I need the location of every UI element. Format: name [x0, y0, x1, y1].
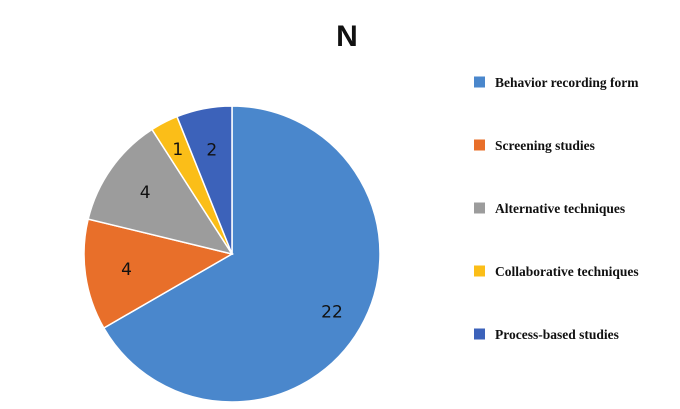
pie-data-labels: 22 4 4 1 2	[121, 140, 343, 323]
pie-slice-behavior-recording-form	[102, 105, 381, 403]
legend: Behavior recording form Screening studies…	[474, 75, 639, 342]
legend-label: Alternative techniques	[495, 201, 625, 216]
data-label-behavior-recording-form: 22	[321, 303, 343, 323]
data-label-screening-studies: 4	[121, 260, 132, 280]
legend-swatch	[474, 265, 485, 277]
chart-title: N	[336, 20, 358, 53]
legend-swatch	[474, 139, 485, 151]
pie-slices	[83, 105, 381, 403]
legend-item-alternative-techniques: Alternative techniques	[474, 201, 625, 216]
legend-label: Behavior recording form	[495, 75, 639, 90]
pie-slice-screening-studies	[83, 218, 234, 330]
data-label-alternative-techniques: 4	[140, 183, 151, 203]
legend-label: Collaborative techniques	[495, 264, 639, 279]
legend-swatch	[474, 202, 485, 214]
legend-item-behavior-recording-form: Behavior recording form	[474, 75, 639, 90]
legend-label: Screening studies	[495, 138, 595, 153]
legend-swatch	[474, 76, 485, 88]
legend-label: Process-based studies	[495, 327, 619, 342]
legend-swatch	[474, 328, 485, 340]
data-label-process-based-studies: 2	[206, 140, 217, 160]
pie-slice-alternative-techniques	[87, 128, 234, 256]
legend-item-process-based-studies: Process-based studies	[474, 327, 619, 342]
pie-slice-process-based-studies	[176, 105, 233, 255]
legend-item-collaborative-techniques: Collaborative techniques	[474, 264, 639, 279]
data-label-collaborative-techniques: 1	[172, 140, 183, 160]
legend-item-screening-studies: Screening studies	[474, 138, 595, 153]
